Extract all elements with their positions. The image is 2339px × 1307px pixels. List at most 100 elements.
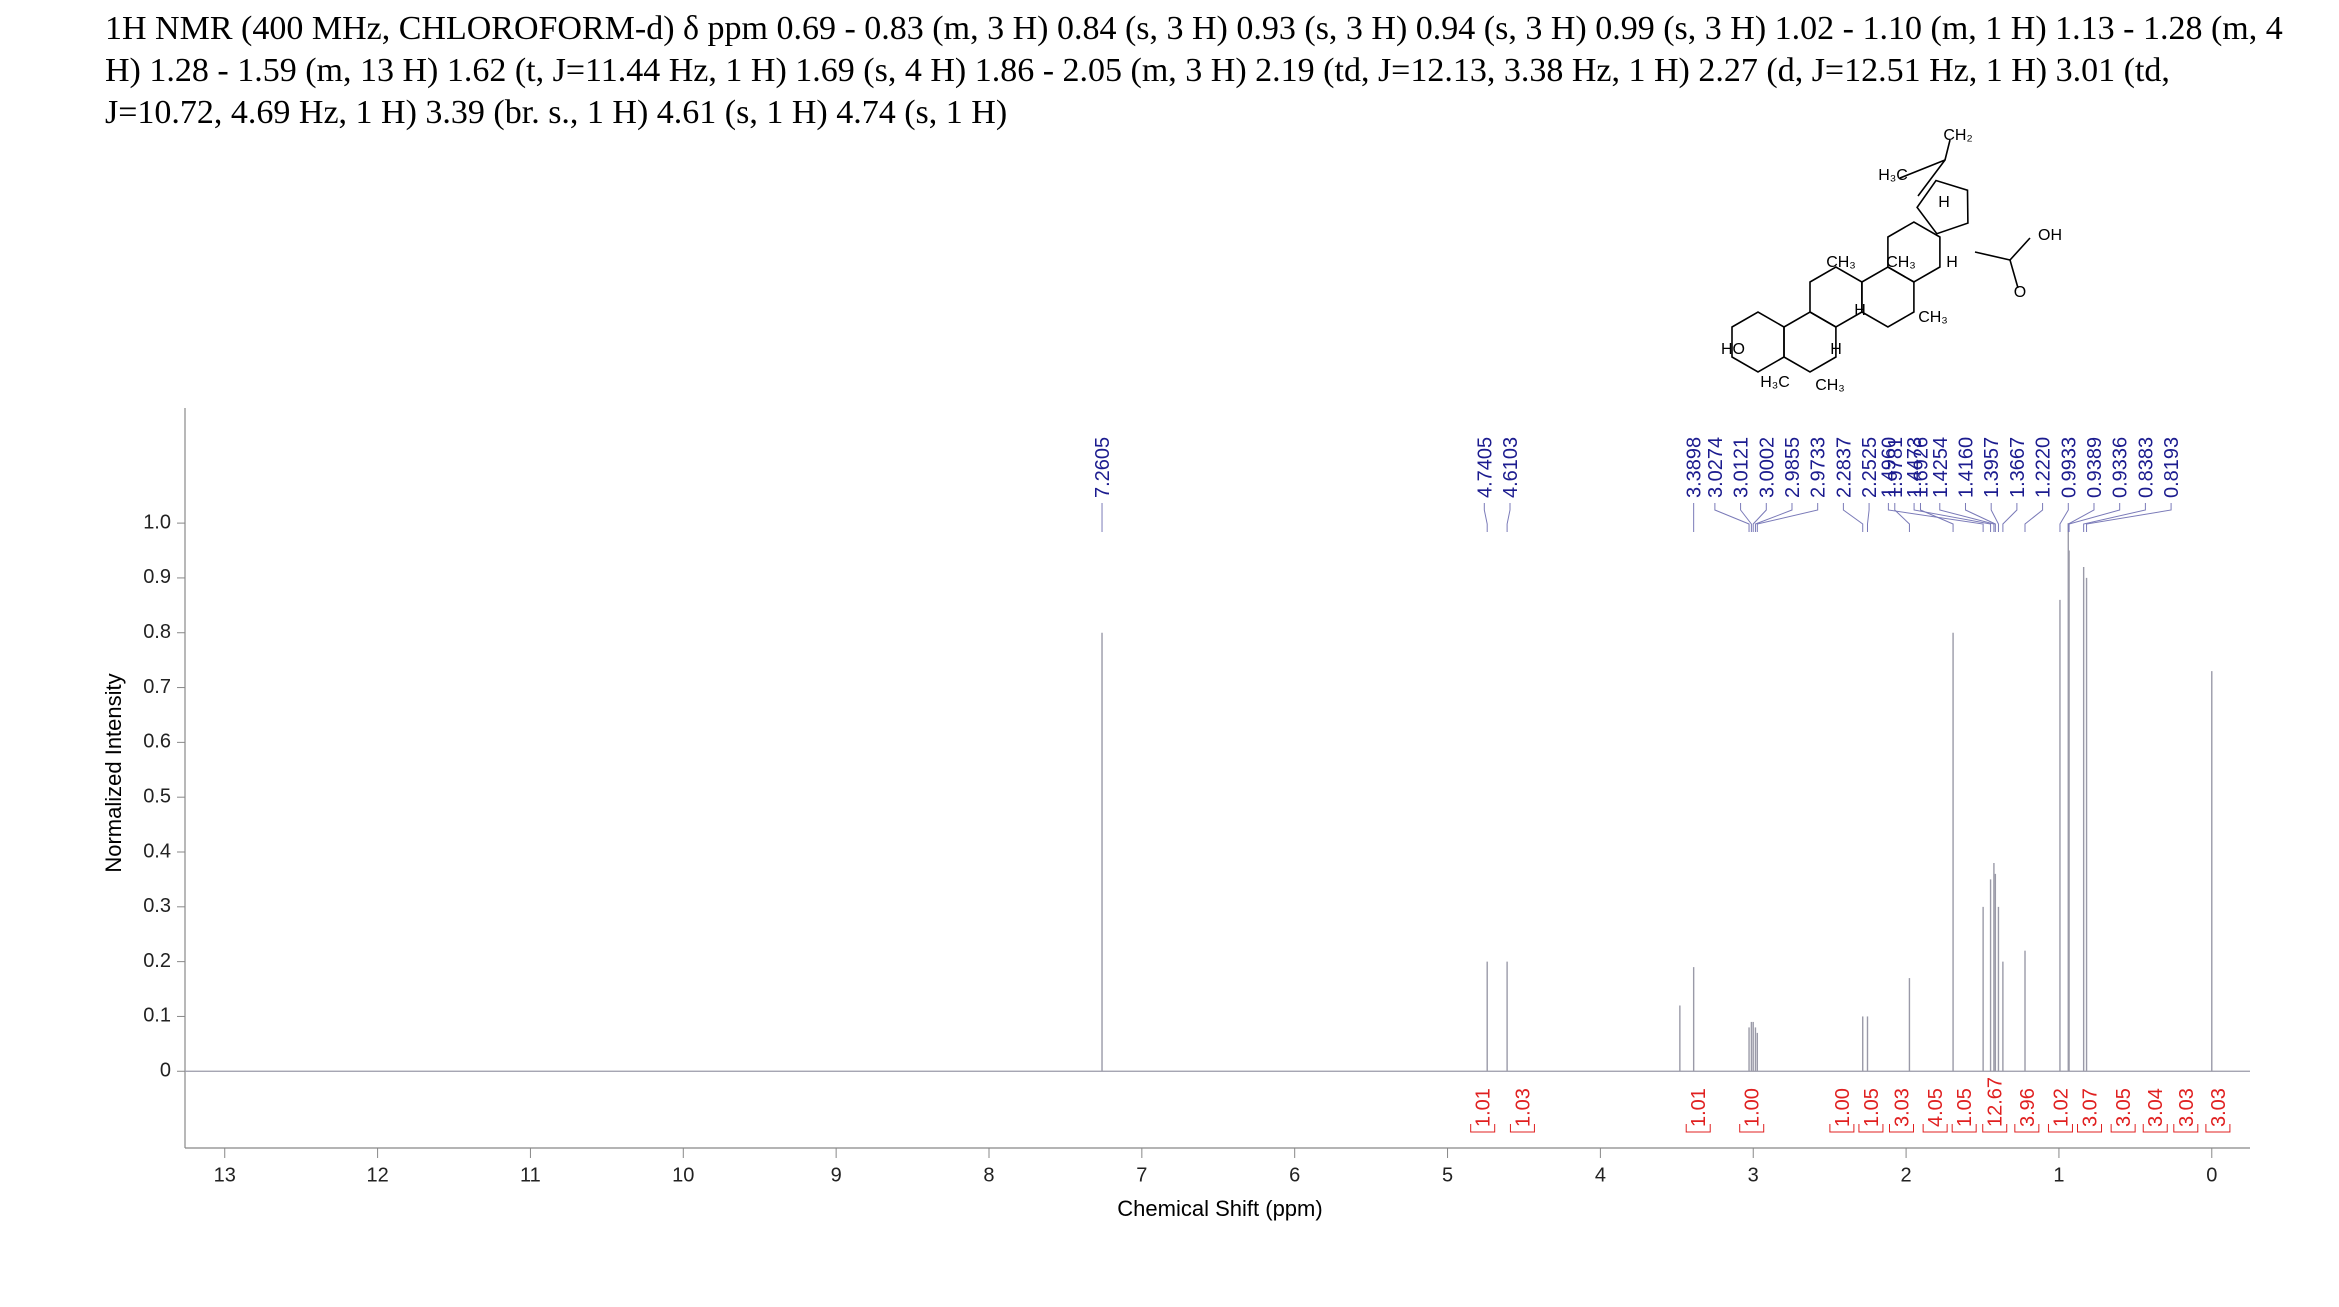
peak-label: 1.4254 [1930, 437, 1952, 498]
peak-label-connector [1756, 503, 1819, 532]
peak-label: 3.0121 [1731, 437, 1753, 498]
peak-label-connector [1913, 503, 1992, 532]
integral-label: 4.05 [1925, 1088, 1947, 1127]
integral-label: 1.00 [1832, 1088, 1854, 1127]
y-tick-label: 0.1 [143, 1005, 171, 1027]
integral-bracket [1470, 1124, 1496, 1133]
x-tick-label: 12 [366, 1164, 388, 1186]
structure-label: CH₃ [1918, 309, 1948, 326]
integral-label: 1.02 [2050, 1088, 2072, 1127]
y-tick-label: 0.3 [143, 895, 171, 917]
x-tick-label: 8 [983, 1164, 994, 1186]
x-tick-label: 1 [2053, 1164, 2064, 1186]
peak-label-connector [1483, 503, 1488, 532]
peak-label: 2.9733 [1808, 437, 1830, 498]
integral-bracket [2205, 1124, 2231, 1133]
peak-label-connector [1990, 503, 1999, 532]
integral-label: 3.03 [2176, 1088, 2198, 1127]
peak-label-connector [2002, 503, 2018, 532]
ring [1887, 221, 1941, 283]
integral-label: 1.01 [1473, 1088, 1495, 1127]
peak-label: 0.8193 [2161, 437, 2183, 498]
peak-label: 3.0274 [1705, 437, 1727, 498]
x-tick-label: 13 [214, 1164, 236, 1186]
integral-bracket [1829, 1124, 1855, 1133]
peak-label-connector [1754, 503, 1793, 532]
integral-bracket [1889, 1124, 1915, 1133]
peak-label-connector [1842, 503, 1864, 532]
integral-bracket [1858, 1124, 1884, 1133]
integral-bracket [2014, 1124, 2040, 1133]
peak-label-connector [2059, 503, 2069, 532]
integral-bracket [2047, 1124, 2073, 1133]
integral-bracket [1685, 1124, 1711, 1133]
peak-label: 0.9933 [2058, 437, 2080, 498]
peak-label-connector [1866, 503, 1870, 532]
x-tick-label: 10 [672, 1164, 694, 1186]
integral-bracket [1982, 1124, 2008, 1133]
peak-label: 1.4473 [1904, 437, 1926, 498]
bond [1899, 159, 1946, 179]
x-tick-label: 6 [1289, 1164, 1300, 1186]
integral-bracket [2142, 1124, 2168, 1133]
peak-label: 7.2605 [1092, 437, 1114, 498]
peak-label: 2.9855 [1782, 437, 1804, 498]
structure-label: H [1938, 194, 1950, 211]
peak-label-connector [1714, 503, 1750, 532]
x-tick-label: 5 [1442, 1164, 1453, 1186]
peak-label: 1.3957 [1981, 437, 2003, 498]
peak-label: 1.3667 [2007, 437, 2029, 498]
x-tick-label: 4 [1595, 1164, 1606, 1186]
ring [1916, 179, 1969, 235]
y-tick-label: 0.7 [143, 676, 171, 698]
integral-label: 3.04 [2145, 1088, 2167, 1127]
structure-label: CH₃ [1886, 254, 1916, 271]
integral-bracket [1739, 1124, 1765, 1133]
peak-label-connector [2068, 503, 2121, 532]
integral-label: 1.01 [1688, 1088, 1710, 1127]
ring [1783, 311, 1837, 373]
structure-label: H [1830, 341, 1842, 358]
structure-label: OH [2038, 227, 2062, 244]
structure-label: CH₃ [1826, 254, 1856, 271]
peak-label-connector [1887, 503, 1984, 532]
peak-label: 0.9336 [2110, 437, 2132, 498]
y-tick-label: 0.6 [143, 731, 171, 753]
peak-label: 2.2837 [1833, 437, 1855, 498]
integral-bracket [2077, 1124, 2103, 1133]
peak-label: 0.8383 [2135, 437, 2157, 498]
x-tick-label: 3 [1748, 1164, 1759, 1186]
structure-label: O [2014, 284, 2026, 301]
integral-label: 3.96 [2017, 1088, 2039, 1127]
integral-label: 1.05 [1954, 1088, 1976, 1127]
y-tick-label: 0.4 [143, 840, 171, 862]
structure-label: H [1946, 254, 1958, 271]
integral-bracket [2110, 1124, 2136, 1133]
peak-label-connector [1752, 503, 1767, 532]
x-tick-label: 9 [831, 1164, 842, 1186]
y-tick-label: 1.0 [143, 511, 171, 533]
peak-label-connector [2024, 503, 2044, 532]
peak-label-connector [2083, 503, 2146, 532]
peak-label: 1.4160 [1955, 437, 1977, 498]
integral-label: 1.00 [1742, 1088, 1764, 1127]
peak-label: 4.7405 [1474, 437, 1496, 498]
x-tick-label: 7 [1136, 1164, 1147, 1186]
peak-label: 3.0002 [1756, 437, 1778, 498]
peak-label: 1.6926 [1910, 437, 1932, 498]
y-axis-label: Normalized Intensity [101, 673, 126, 872]
y-tick-label: 0.8 [143, 621, 171, 643]
integral-bracket [1509, 1124, 1535, 1133]
integral-label: 1.03 [1512, 1088, 1534, 1127]
structure-label: CH₂ [1943, 127, 1972, 144]
y-tick-label: 0 [160, 1060, 171, 1082]
peak-label-connector [2086, 503, 2172, 532]
bond [2009, 259, 2019, 289]
integral-bracket [1951, 1124, 1977, 1133]
structure-label: CH₃ [1815, 377, 1845, 394]
x-tick-label: 11 [520, 1164, 541, 1186]
peak-label-connector [1939, 503, 1995, 532]
